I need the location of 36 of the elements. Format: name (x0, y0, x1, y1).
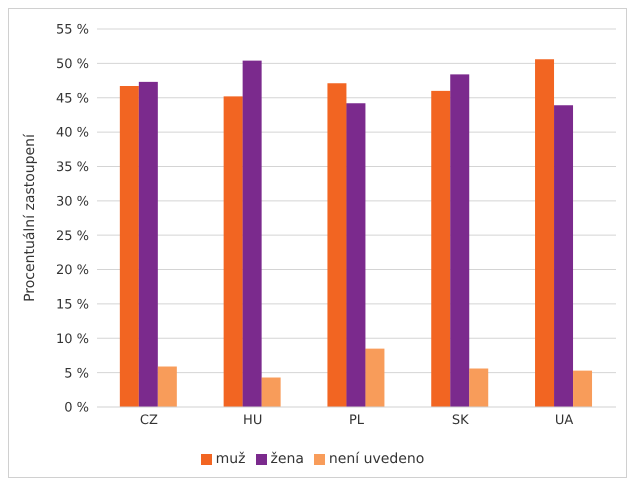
bar (224, 96, 243, 407)
bar (431, 90, 450, 407)
bar (158, 366, 177, 407)
bar (242, 60, 262, 407)
x-tick-label: PL (348, 413, 365, 428)
y-tick-label: 0 % (64, 400, 89, 416)
legend-label: muž (216, 451, 246, 467)
y-tick-label: 25 % (56, 228, 89, 244)
y-tick-label: 10 % (56, 332, 89, 347)
y-tick-label: 45 % (56, 91, 89, 106)
y-tick-label: 20 % (56, 263, 89, 278)
bar (554, 105, 574, 407)
bar (138, 82, 158, 407)
x-tick-label: SK (452, 413, 470, 428)
bar (346, 103, 366, 407)
x-tick-label: UA (554, 413, 574, 428)
y-tick-label: 30 % (56, 194, 89, 210)
bar (469, 368, 488, 407)
bar (365, 348, 384, 407)
bar (535, 59, 554, 407)
bar (573, 370, 592, 407)
y-tick-label: 55 % (56, 22, 89, 38)
legend-label: není uvedeno (328, 451, 424, 467)
y-tick-label: 5 % (64, 366, 89, 382)
legend-label: žena (270, 451, 304, 467)
y-tick-label: 15 % (56, 298, 89, 313)
x-tick-label: HU (243, 413, 262, 428)
y-tick-label: 40 % (56, 126, 89, 141)
bar (450, 74, 470, 407)
bar (120, 86, 139, 407)
y-tick-label: 50 % (56, 56, 89, 72)
bar (262, 377, 281, 407)
y-tick-label: 35 % (56, 160, 89, 176)
bar (327, 83, 346, 407)
y-axis-title: Procentuální zastoupení (22, 132, 38, 302)
x-tick-label: CZ (140, 413, 158, 428)
